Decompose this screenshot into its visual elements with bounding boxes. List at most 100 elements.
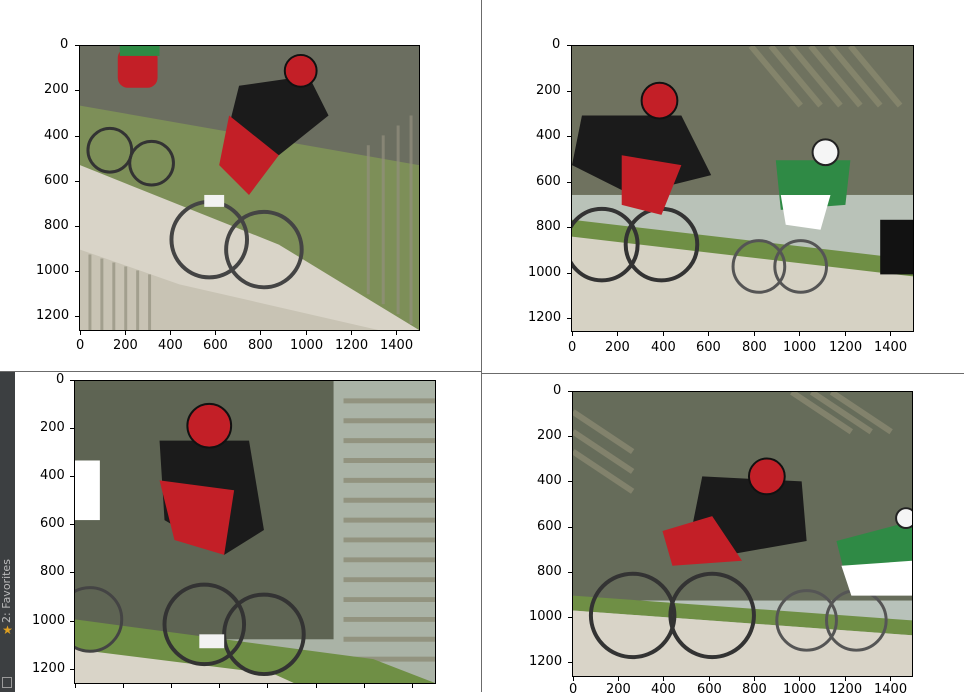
y-tick-label: 1200 bbox=[529, 654, 563, 669]
x-tick-label: 200 bbox=[113, 338, 138, 353]
plot-bottom-right-image bbox=[572, 391, 913, 677]
y-tick-label: 400 bbox=[537, 473, 562, 488]
x-tick-mark bbox=[799, 332, 800, 336]
window-divider-top-right[interactable] bbox=[482, 373, 964, 374]
x-tick-mark bbox=[845, 677, 846, 681]
y-tick-label: 800 bbox=[537, 564, 562, 579]
y-tick-label: 600 bbox=[537, 519, 562, 534]
x-tick-mark bbox=[845, 332, 846, 336]
x-tick-mark bbox=[219, 684, 220, 688]
x-tick-label: 800 bbox=[742, 340, 767, 355]
x-tick-mark bbox=[412, 684, 413, 688]
y-tick-mark bbox=[70, 572, 74, 573]
window-divider-top-left[interactable] bbox=[0, 371, 481, 372]
y-tick-label: 0 bbox=[60, 37, 69, 52]
x-tick-mark bbox=[75, 684, 76, 688]
x-tick-label: 1000 bbox=[290, 338, 324, 353]
y-tick-mark bbox=[567, 318, 571, 319]
y-tick-label: 1200 bbox=[32, 661, 66, 676]
y-tick-label: 400 bbox=[536, 128, 561, 143]
x-tick-mark bbox=[80, 331, 81, 335]
window-divider-vertical[interactable] bbox=[481, 0, 482, 692]
x-tick-label: 0 bbox=[569, 682, 578, 697]
x-tick-mark bbox=[709, 677, 710, 681]
x-tick-mark bbox=[799, 677, 800, 681]
y-tick-label: 0 bbox=[553, 383, 562, 398]
y-tick-label: 1200 bbox=[36, 308, 70, 323]
x-tick-label: 1200 bbox=[829, 340, 863, 355]
x-tick-mark bbox=[618, 677, 619, 681]
y-tick-label: 0 bbox=[552, 37, 561, 52]
y-tick-mark bbox=[567, 227, 571, 228]
x-tick-label: 0 bbox=[568, 340, 577, 355]
y-tick-mark bbox=[567, 182, 571, 183]
y-tick-label: 1000 bbox=[529, 609, 563, 624]
y-tick-mark bbox=[568, 662, 572, 663]
y-tick-mark bbox=[75, 45, 79, 46]
y-tick-mark bbox=[568, 572, 572, 573]
x-tick-mark bbox=[890, 332, 891, 336]
y-tick-mark bbox=[567, 136, 571, 137]
x-tick-mark bbox=[663, 677, 664, 681]
x-tick-label: 1400 bbox=[380, 338, 414, 353]
x-tick-label: 1200 bbox=[829, 682, 863, 697]
y-tick-label: 800 bbox=[536, 219, 561, 234]
x-tick-mark bbox=[306, 331, 307, 335]
x-tick-mark bbox=[125, 331, 126, 335]
y-tick-label: 1000 bbox=[32, 613, 66, 628]
plot-top-right-image bbox=[571, 45, 914, 332]
x-tick-mark bbox=[890, 677, 891, 681]
photo-cyclists-bottom-right bbox=[573, 392, 912, 676]
y-tick-label: 600 bbox=[44, 173, 69, 188]
x-tick-mark bbox=[316, 684, 317, 688]
y-tick-mark bbox=[70, 380, 74, 381]
x-tick-label: 200 bbox=[606, 682, 631, 697]
y-tick-mark bbox=[568, 617, 572, 618]
photo-cyclists-bottom-left bbox=[75, 381, 435, 683]
plot-top-left-image bbox=[79, 45, 420, 331]
x-tick-label: 600 bbox=[203, 338, 228, 353]
x-tick-label: 400 bbox=[158, 338, 183, 353]
x-tick-mark bbox=[364, 684, 365, 688]
x-tick-mark bbox=[351, 331, 352, 335]
x-tick-mark bbox=[754, 677, 755, 681]
y-tick-label: 800 bbox=[44, 218, 69, 233]
favorites-tab-label[interactable]: 2: Favorites bbox=[0, 559, 13, 623]
x-tick-mark bbox=[754, 332, 755, 336]
y-tick-mark bbox=[70, 428, 74, 429]
y-tick-mark bbox=[568, 527, 572, 528]
y-tick-mark bbox=[70, 669, 74, 670]
x-tick-label: 600 bbox=[696, 340, 721, 355]
y-tick-mark bbox=[75, 136, 79, 137]
y-tick-label: 800 bbox=[40, 564, 65, 579]
x-tick-label: 800 bbox=[742, 682, 767, 697]
star-icon[interactable]: ★ bbox=[2, 623, 13, 637]
y-tick-label: 1200 bbox=[528, 310, 562, 325]
ide-tool-strip bbox=[0, 372, 15, 692]
x-tick-label: 0 bbox=[76, 338, 85, 353]
y-tick-mark bbox=[567, 273, 571, 274]
y-tick-mark bbox=[568, 436, 572, 437]
x-tick-label: 1000 bbox=[783, 340, 817, 355]
y-tick-label: 600 bbox=[536, 174, 561, 189]
photo-cyclists-top-right bbox=[572, 46, 913, 331]
y-tick-mark bbox=[568, 391, 572, 392]
x-tick-label: 600 bbox=[697, 682, 722, 697]
x-tick-mark bbox=[171, 684, 172, 688]
panel-icon[interactable] bbox=[2, 677, 12, 688]
x-tick-mark bbox=[260, 331, 261, 335]
x-tick-mark bbox=[572, 332, 573, 336]
y-tick-mark bbox=[567, 45, 571, 46]
y-tick-mark bbox=[75, 181, 79, 182]
y-tick-mark bbox=[70, 621, 74, 622]
y-tick-mark bbox=[75, 90, 79, 91]
x-tick-mark bbox=[617, 332, 618, 336]
x-tick-mark bbox=[267, 684, 268, 688]
y-tick-label: 600 bbox=[40, 516, 65, 531]
y-tick-mark bbox=[75, 271, 79, 272]
x-tick-mark bbox=[215, 331, 216, 335]
x-tick-mark bbox=[663, 332, 664, 336]
y-tick-label: 200 bbox=[40, 420, 65, 435]
y-tick-label: 200 bbox=[536, 83, 561, 98]
y-tick-mark bbox=[70, 476, 74, 477]
